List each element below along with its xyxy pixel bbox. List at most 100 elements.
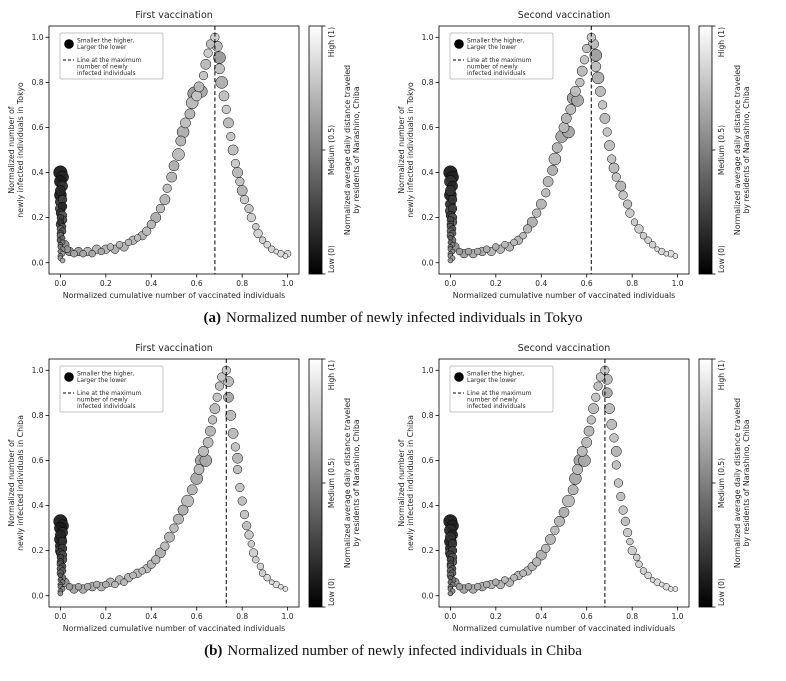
legend-line-label: Line at the maximum (467, 57, 531, 64)
scatter-point (526, 216, 538, 228)
scatter-point (282, 586, 289, 592)
scatter-point (166, 171, 178, 183)
y-tick-label: 0.2 (422, 546, 434, 555)
y-axis-label: newly infected individuals in Tokyo (406, 82, 415, 218)
scatter-point (102, 580, 110, 589)
x-tick-label: 0.4 (535, 612, 547, 621)
scatter-point (473, 247, 482, 256)
legend-box (449, 365, 554, 413)
chart-chiba-first-vaccination: First vaccination 0.0 0.2 0.4 0.6 0.8 1.0 0.0 0.… (7, 343, 361, 633)
scatter-point (193, 81, 205, 93)
scatter-point (532, 557, 542, 567)
scatter-point (542, 176, 554, 187)
x-tick-label: 0.0 (54, 612, 66, 621)
scatter-point (162, 183, 172, 193)
colorbar (698, 358, 713, 608)
x-axis-label: Normalized cumulative number of vaccinat… (63, 624, 285, 633)
scatter-point (214, 381, 225, 391)
scatter-point (124, 238, 133, 247)
y-tick-label: 1.0 (422, 366, 434, 375)
colorbar-tick-label: High (1) (717, 360, 726, 390)
scatter-point (644, 571, 652, 580)
scatter-point (252, 556, 260, 564)
scatter-point (554, 515, 565, 527)
x-tick-label: 1.0 (672, 279, 684, 288)
scatter-point (591, 392, 601, 402)
scatter-point (209, 403, 221, 414)
scatter-point (172, 148, 185, 161)
colorbar (698, 25, 713, 275)
legend-line-label: infected individuals (77, 403, 136, 410)
legend-line-label: infected individuals (77, 70, 136, 77)
colorbar-tick-label: High (1) (717, 27, 726, 57)
scatter-point (492, 578, 500, 586)
colorbar-axis-label: Normalized average daily distance travel… (343, 398, 352, 568)
colorbar-tick-label: High (1) (327, 360, 336, 390)
x-tick-label: 1.0 (282, 612, 294, 621)
scatter-point (644, 236, 652, 244)
scatter-point (519, 232, 527, 240)
scatter-point (618, 505, 628, 515)
plot-frame (48, 358, 300, 608)
scatter-point (214, 63, 225, 75)
colorbar-tick-label: Low (0) (327, 245, 336, 273)
scatter-point (164, 531, 175, 543)
scatter-point (613, 478, 624, 488)
x-tick-label: 0.8 (236, 279, 248, 288)
colorbar (308, 25, 323, 275)
y-tick-label: 0.8 (32, 78, 44, 87)
scatter-point (223, 117, 234, 129)
caption-a-label: (a) (203, 310, 221, 326)
colorbar-axis-label: by residents of Narashino, Chiba (742, 419, 751, 546)
scatter-point (595, 372, 605, 382)
scatter-point (633, 553, 641, 562)
scatter-point (595, 86, 606, 97)
scatter-point (97, 247, 105, 256)
colorbar-tick-label: Low (0) (717, 578, 726, 606)
scatter-point (572, 464, 583, 475)
scatter-point (146, 219, 156, 229)
scatter-point (120, 578, 128, 586)
scatter-point (535, 549, 547, 561)
legend-size-marker-icon (64, 372, 74, 382)
legend-line-label: number of newly (467, 397, 518, 404)
y-tick-label: 0.8 (422, 411, 434, 420)
legend-line-label: number of newly (77, 397, 128, 404)
scatter-point (599, 113, 611, 124)
legend-box (59, 32, 164, 80)
caption-a-text: Normalized number of newly infected indi… (225, 310, 583, 326)
colorbar-axis-label: Normalized average daily distance travel… (733, 398, 742, 568)
scatter-point (258, 569, 267, 577)
scatter-point (93, 580, 101, 589)
scatter-point (205, 39, 215, 49)
scatter-point (558, 122, 570, 133)
scatter-point (445, 185, 456, 196)
x-tick-label: 0.6 (191, 612, 203, 621)
scatter-point (558, 506, 570, 518)
scatter-point (247, 540, 255, 548)
scatter-point (615, 180, 627, 192)
scatter-point (235, 482, 245, 493)
scatter-point (570, 86, 581, 97)
y-tick-label: 1.0 (32, 366, 44, 375)
scatter-point (448, 195, 458, 205)
legend-line-label: infected individuals (467, 70, 526, 77)
x-tick-label: 0.8 (236, 612, 248, 621)
scatter-point (180, 117, 191, 129)
chart-tokyo-second-vaccination: Second vaccination 0.0 0.2 0.4 0.6 0.8 1.0 0.0 0… (397, 10, 751, 300)
x-tick-label: 0.8 (626, 279, 638, 288)
scatter-point (83, 583, 92, 591)
scatter-point (575, 77, 585, 87)
y-axis-label: Normalized number of (397, 106, 406, 193)
x-tick-label: 0.6 (191, 279, 203, 288)
colorbar-axis-label: Normalized average daily distance travel… (343, 65, 352, 235)
scatter-point (225, 410, 237, 421)
scatter-point (70, 250, 78, 258)
scatter-point (133, 234, 142, 242)
scatter-point (548, 152, 562, 166)
scatter-point (55, 185, 66, 196)
scatter-point (501, 241, 509, 249)
x-tick-label: 0.2 (490, 279, 502, 288)
plot-frame (48, 25, 300, 275)
scatter-point (217, 372, 227, 382)
